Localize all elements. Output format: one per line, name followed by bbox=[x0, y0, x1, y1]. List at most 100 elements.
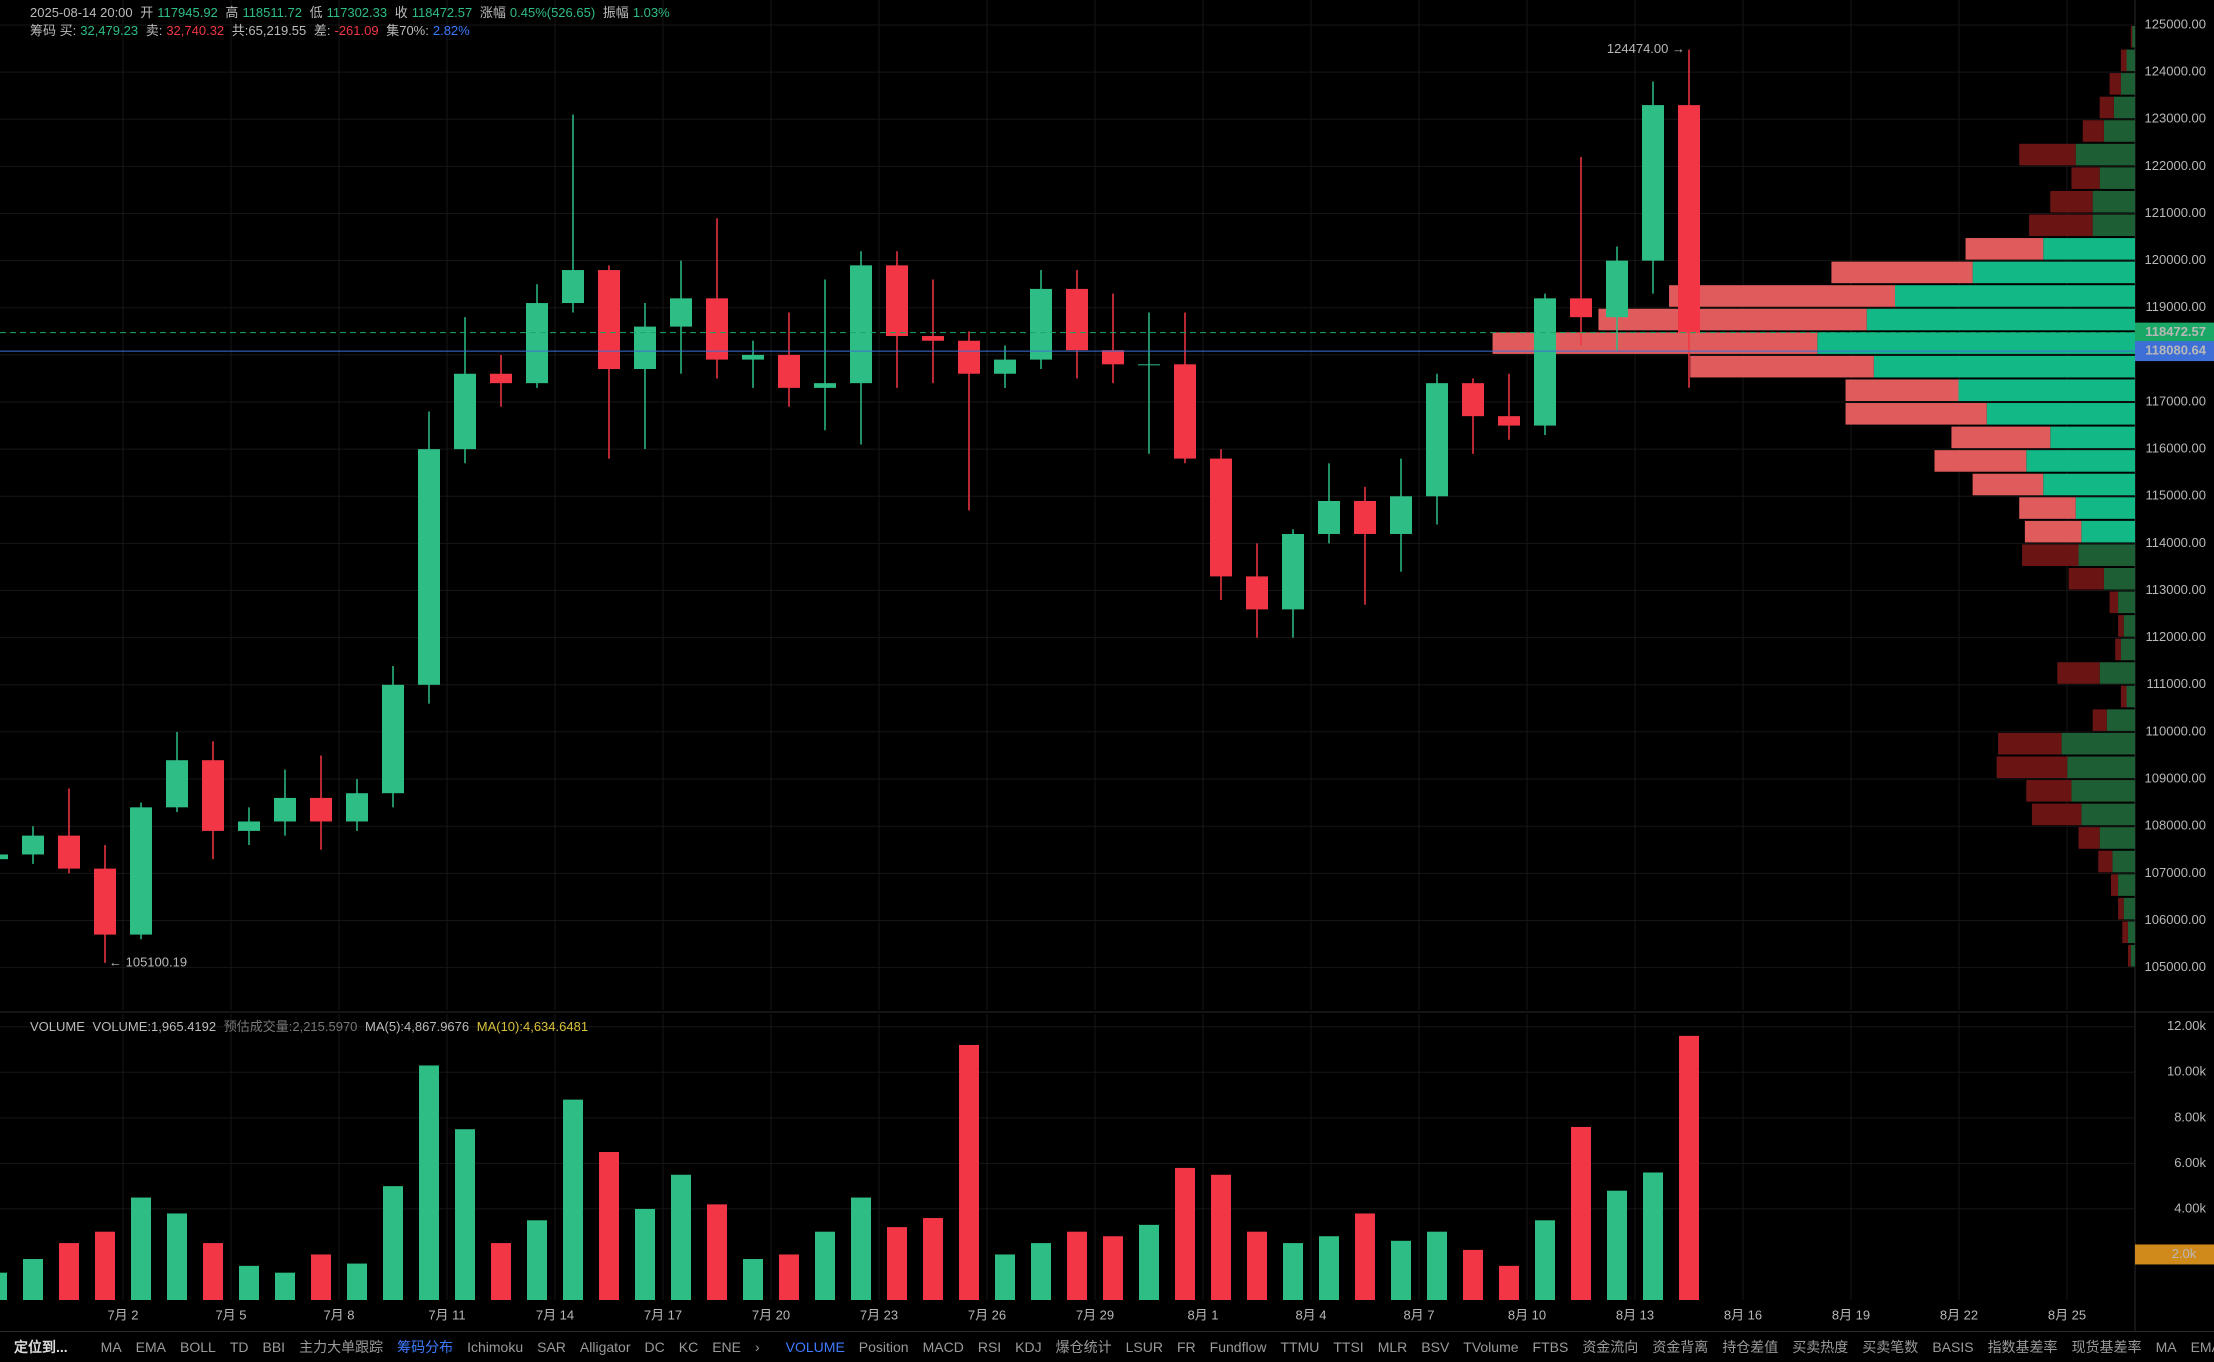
toolbar-item[interactable]: 持仓差值 bbox=[1722, 1339, 1779, 1355]
candle-body bbox=[814, 383, 836, 388]
profile-buy bbox=[2120, 638, 2135, 661]
toolbar-item[interactable]: TD bbox=[229, 1339, 249, 1355]
volume-bar bbox=[1283, 1243, 1303, 1300]
profile-buy bbox=[2118, 874, 2135, 896]
volume-bar bbox=[239, 1265, 259, 1300]
toolbar-item[interactable]: MACD bbox=[922, 1339, 964, 1355]
candle-body bbox=[1678, 105, 1700, 333]
toolbar-item[interactable]: TTMU bbox=[1280, 1339, 1320, 1355]
volume-bar bbox=[95, 1231, 115, 1300]
toolbar-item[interactable]: TTSI bbox=[1333, 1339, 1364, 1355]
toolbar-item[interactable]: › bbox=[754, 1339, 760, 1355]
y-tick-label: 108000.00 bbox=[2145, 818, 2206, 833]
volume-bar bbox=[0, 1272, 7, 1300]
toolbar-item[interactable]: 资金流向 bbox=[1582, 1339, 1639, 1355]
y-tick-label: 119000.00 bbox=[2146, 299, 2207, 314]
volume-bar bbox=[203, 1243, 223, 1300]
profile-sell bbox=[1690, 355, 1874, 378]
toolbar-item[interactable]: 现货基差率 bbox=[2071, 1339, 2142, 1355]
x-tick-label: 8月 13 bbox=[1616, 1307, 1654, 1322]
x-tick-label: 8月 16 bbox=[1724, 1307, 1762, 1322]
profile-buy bbox=[2103, 120, 2135, 142]
toolbar-item[interactable]: BBI bbox=[262, 1339, 286, 1355]
candle-body bbox=[1318, 500, 1340, 534]
toolbar-item[interactable]: 指数基差率 bbox=[1987, 1339, 2058, 1355]
profile-buy bbox=[1958, 379, 2135, 402]
toolbar-item[interactable]: BOLL bbox=[180, 1339, 216, 1355]
candle-body bbox=[346, 793, 368, 822]
profile-sell bbox=[2092, 709, 2107, 731]
toolbar-item[interactable]: MA bbox=[2155, 1339, 2177, 1355]
toolbar-item[interactable]: 买卖笔数 bbox=[1862, 1339, 1919, 1355]
toolbar-item[interactable]: KC bbox=[678, 1339, 699, 1355]
profile-sell bbox=[1845, 379, 1959, 402]
y-tick-label: 111000.00 bbox=[2146, 676, 2206, 691]
toolbar-item[interactable]: Alligator bbox=[579, 1339, 631, 1355]
candle-body bbox=[202, 760, 224, 831]
volume-bar bbox=[1103, 1236, 1123, 1300]
profile-sell bbox=[2109, 591, 2119, 614]
candle-body bbox=[922, 336, 944, 341]
volume-bar bbox=[563, 1099, 583, 1300]
toolbar-item[interactable]: EMA bbox=[135, 1339, 167, 1355]
toolbar-item[interactable]: Ichimoku bbox=[467, 1339, 524, 1355]
candle-body bbox=[1462, 383, 1484, 417]
volume-tag-label: 2.0k bbox=[2172, 1246, 2197, 1261]
profile-buy bbox=[1817, 332, 2135, 354]
volume-bar bbox=[779, 1254, 799, 1300]
profile-sell bbox=[1492, 332, 1818, 354]
profile-sell bbox=[1972, 473, 2044, 496]
profile-buy bbox=[2092, 190, 2135, 213]
candle-body bbox=[274, 797, 296, 822]
label: 振幅 bbox=[602, 5, 629, 20]
toolbar-item[interactable]: VOLUME bbox=[785, 1339, 845, 1355]
x-tick-label: 7月 11 bbox=[428, 1307, 465, 1322]
toolbar-item[interactable]: Fundflow bbox=[1209, 1339, 1267, 1355]
candle-body bbox=[22, 835, 44, 855]
toolbar-item[interactable]: BASIS bbox=[1932, 1339, 1974, 1355]
profile-buy bbox=[2126, 685, 2135, 708]
toolbar-item[interactable]: FR bbox=[1176, 1339, 1196, 1355]
toolbar-item[interactable]: 定位到... bbox=[14, 1339, 68, 1355]
toolbar-item[interactable]: LSUR bbox=[1125, 1339, 1163, 1355]
toolbar-item[interactable]: MLR bbox=[1377, 1339, 1408, 1355]
toolbar-item[interactable]: TVolume bbox=[1463, 1339, 1519, 1355]
profile-buy bbox=[2113, 96, 2135, 119]
toolbar-item[interactable]: SAR bbox=[537, 1339, 566, 1355]
value: MA(10):4,634.6481 bbox=[476, 1019, 589, 1034]
profile-sell bbox=[2082, 120, 2104, 142]
profile-buy bbox=[2043, 238, 2135, 260]
x-tick-label: 7月 29 bbox=[1076, 1307, 1114, 1322]
y-tick-label: 120000.00 bbox=[2145, 252, 2206, 267]
x-tick-label: 8月 19 bbox=[1832, 1307, 1870, 1322]
toolbar-item[interactable]: Position bbox=[858, 1339, 909, 1355]
candle-body bbox=[1498, 416, 1520, 426]
toolbar-item[interactable]: KDJ bbox=[1015, 1339, 1042, 1355]
candle-body bbox=[526, 303, 548, 384]
profile-buy bbox=[1873, 355, 2135, 378]
toolbar-item[interactable]: RSI bbox=[977, 1339, 1002, 1355]
profile-sell bbox=[1669, 285, 1895, 307]
candle-body bbox=[58, 835, 80, 869]
value: MA(5):4,867.9676 bbox=[365, 1019, 470, 1034]
toolbar-item[interactable]: 爆仓统计 bbox=[1055, 1339, 1112, 1355]
toolbar-item[interactable]: 买卖热度 bbox=[1792, 1339, 1849, 1355]
profile-sell bbox=[2118, 615, 2124, 637]
toolbar-item[interactable]: MA bbox=[100, 1339, 122, 1355]
profile-sell bbox=[2050, 190, 2093, 213]
value: VOLUME:1,965.4192 bbox=[92, 1019, 217, 1034]
candle-body bbox=[310, 797, 332, 822]
toolbar-item[interactable]: 筹码分布 bbox=[397, 1339, 454, 1355]
toolbar-item[interactable]: FTBS bbox=[1532, 1339, 1569, 1355]
profile-sell bbox=[2120, 49, 2127, 72]
y-tick-label: 107000.00 bbox=[2145, 865, 2206, 880]
toolbar-item[interactable]: BSV bbox=[1421, 1339, 1450, 1355]
x-tick-label: 8月 4 bbox=[1295, 1307, 1326, 1322]
toolbar-item[interactable]: 主力大单跟踪 bbox=[299, 1339, 384, 1355]
toolbar-item[interactable]: DC bbox=[644, 1339, 665, 1355]
toolbar-item[interactable]: EMA bbox=[2190, 1339, 2214, 1355]
toolbar-item[interactable]: ENE bbox=[712, 1339, 741, 1355]
profile-buy bbox=[2120, 73, 2135, 95]
candle-body bbox=[958, 340, 980, 374]
toolbar-item[interactable]: 资金背离 bbox=[1652, 1339, 1709, 1355]
